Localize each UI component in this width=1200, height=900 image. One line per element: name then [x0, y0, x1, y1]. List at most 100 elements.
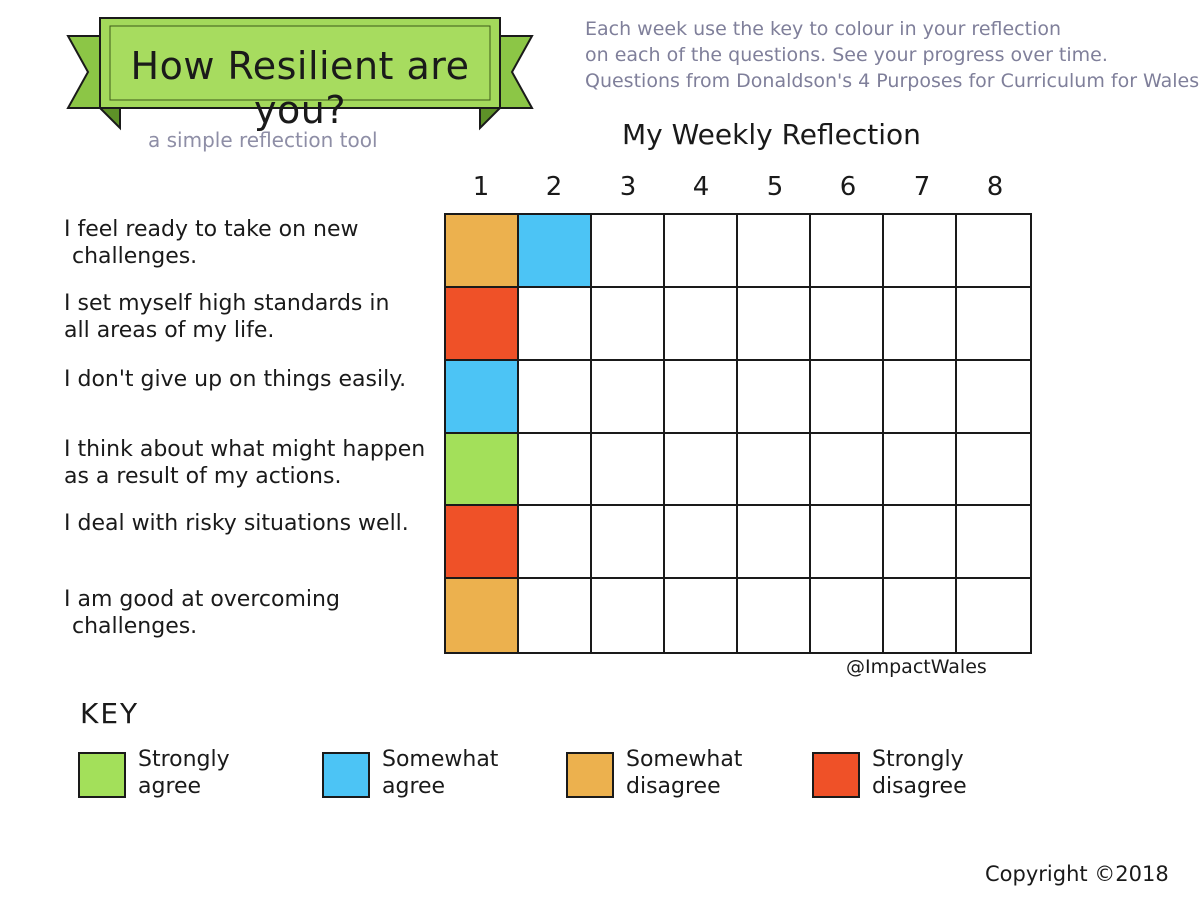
- week-number: 2: [545, 172, 563, 202]
- title-banner: [66, 17, 534, 131]
- key-label: Somewhat disagree: [626, 746, 742, 800]
- grid-cell[interactable]: [519, 579, 592, 652]
- grid-cell[interactable]: [811, 506, 884, 580]
- grid-cell[interactable]: [957, 215, 1030, 288]
- question-line: I don't give up on things easily.: [64, 367, 407, 392]
- grid-cell[interactable]: [446, 579, 519, 652]
- grid-cell[interactable]: [665, 287, 738, 361]
- key-title: KEY: [80, 697, 140, 730]
- grid-cell[interactable]: [957, 434, 1030, 507]
- instructions: Each week use the key to colour in your …: [585, 16, 1200, 94]
- key-label-line: agree: [138, 774, 202, 799]
- key-label-line: Strongly: [138, 747, 230, 772]
- grid-cell[interactable]: [811, 215, 884, 288]
- question-2: I set myself high standards in all areas…: [64, 290, 439, 344]
- grid-cell[interactable]: [738, 506, 811, 580]
- grid-cell[interactable]: [811, 433, 884, 507]
- grid-cell[interactable]: [738, 215, 811, 288]
- week-number: 7: [913, 172, 931, 202]
- week-number: 1: [472, 172, 490, 202]
- grid-cell[interactable]: [446, 506, 519, 580]
- question-line: I am good at overcoming: [64, 587, 340, 612]
- grid-cell[interactable]: [592, 215, 665, 288]
- grid-cell[interactable]: [665, 433, 738, 507]
- grid-cell[interactable]: [957, 361, 1030, 434]
- grid-cell[interactable]: [884, 215, 957, 288]
- key-swatch: [566, 752, 614, 798]
- key-swatch: [812, 752, 860, 798]
- key-label: Strongly agree: [138, 746, 230, 800]
- grid-cell[interactable]: [738, 433, 811, 507]
- instructions-line: Questions from Donaldson's 4 Purposes fo…: [585, 70, 1200, 92]
- grid-cell[interactable]: [665, 360, 738, 434]
- grid-cell[interactable]: [592, 506, 665, 580]
- grid-cell[interactable]: [446, 215, 519, 288]
- question-3: I don't give up on things easily.: [64, 366, 439, 393]
- grid-cell[interactable]: [957, 579, 1030, 652]
- question-line: challenges.: [72, 614, 198, 639]
- key-label: Somewhat agree: [382, 746, 498, 800]
- week-number: 4: [692, 172, 710, 202]
- question-line: I set myself high standards in: [64, 291, 390, 316]
- question-1: I feel ready to take on new challenges.: [64, 216, 439, 270]
- key-label-line: Somewhat: [382, 747, 499, 772]
- grid-cell[interactable]: [665, 215, 738, 288]
- grid-cell[interactable]: [446, 433, 519, 507]
- grid-cell[interactable]: [665, 579, 738, 652]
- grid-cell[interactable]: [884, 287, 957, 361]
- week-number: 8: [986, 172, 1004, 202]
- grid-cell[interactable]: [738, 360, 811, 434]
- question-6: I am good at overcoming challenges.: [64, 586, 439, 640]
- grid-cell[interactable]: [592, 433, 665, 507]
- key-swatch: [78, 752, 126, 798]
- banner-inner: [109, 25, 491, 101]
- author-handle: @ImpactWales: [846, 656, 987, 678]
- question-5: I deal with risky situations well.: [64, 510, 439, 537]
- grid-heading: My Weekly Reflection: [622, 118, 921, 151]
- grid-cell[interactable]: [738, 579, 811, 652]
- key-label-line: Somewhat: [626, 747, 743, 772]
- question-line: as a result of my actions.: [64, 464, 342, 489]
- week-number: 6: [839, 172, 857, 202]
- grid-cell[interactable]: [811, 579, 884, 652]
- grid-cell[interactable]: [592, 579, 665, 652]
- question-line: challenges.: [72, 244, 198, 269]
- week-number: 3: [619, 172, 637, 202]
- grid-cell[interactable]: [811, 287, 884, 361]
- grid-cell[interactable]: [884, 360, 957, 434]
- subtitle: a simple reflection tool: [148, 128, 378, 152]
- instructions-line: on each of the questions. See your progr…: [585, 44, 1108, 66]
- grid-cell[interactable]: [519, 433, 592, 507]
- grid-cell[interactable]: [957, 506, 1030, 580]
- question-line: I think about what might happen: [64, 437, 426, 462]
- grid-cell[interactable]: [519, 506, 592, 580]
- grid-cell[interactable]: [519, 215, 592, 288]
- grid-cell[interactable]: [957, 288, 1030, 361]
- grid-cell[interactable]: [592, 360, 665, 434]
- grid-cell[interactable]: [884, 506, 957, 580]
- key-label-line: disagree: [626, 774, 721, 799]
- question-4: I think about what might happen as a res…: [64, 436, 439, 490]
- question-line: all areas of my life.: [64, 318, 275, 343]
- key-label-line: disagree: [872, 774, 967, 799]
- week-number: 5: [766, 172, 784, 202]
- grid-cell[interactable]: [665, 506, 738, 580]
- question-line: I deal with risky situations well.: [64, 511, 409, 536]
- grid-cell[interactable]: [519, 287, 592, 361]
- grid-cell[interactable]: [446, 360, 519, 434]
- key-swatch: [322, 752, 370, 798]
- key-label: Strongly disagree: [872, 746, 967, 800]
- grid-cell[interactable]: [446, 287, 519, 361]
- copyright: Copyright ©2018: [985, 862, 1169, 886]
- grid-cell[interactable]: [811, 360, 884, 434]
- grid-cell[interactable]: [738, 287, 811, 361]
- grid-cell[interactable]: [884, 579, 957, 652]
- grid-cell[interactable]: [592, 287, 665, 361]
- question-line: I feel ready to take on new: [64, 217, 359, 242]
- grid-cell[interactable]: [884, 433, 957, 507]
- reflection-grid: [444, 213, 1032, 654]
- page-title: How Resilient are you?: [130, 44, 470, 132]
- grid-cell[interactable]: [519, 360, 592, 434]
- instructions-line: Each week use the key to colour in your …: [585, 18, 1062, 40]
- key-label-line: agree: [382, 774, 446, 799]
